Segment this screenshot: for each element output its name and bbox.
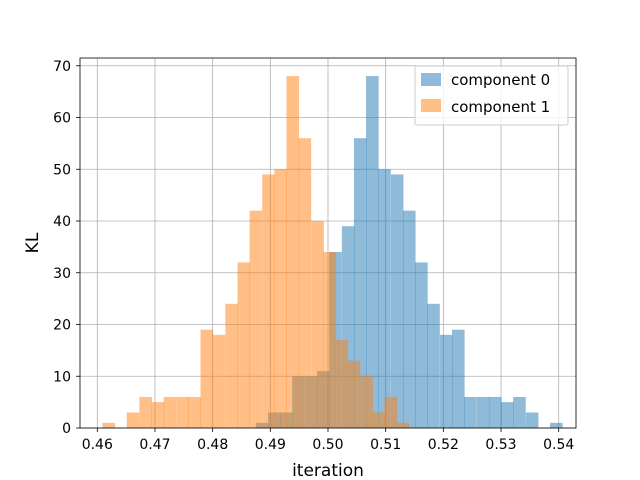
histogram-bar <box>200 329 214 428</box>
x-tick-label: 0.49 <box>255 437 286 453</box>
histogram-bar <box>372 412 385 428</box>
series-component-1 <box>102 76 410 429</box>
histogram-bar <box>525 412 539 428</box>
histogram-bar <box>347 360 361 428</box>
histogram-bar <box>360 376 373 428</box>
histogram-bar <box>452 329 465 428</box>
histogram-bar <box>139 396 152 428</box>
histogram-bar <box>323 252 336 428</box>
x-tick-label: 0.47 <box>139 437 170 453</box>
histogram-bar <box>225 303 238 428</box>
y-tick-label: 40 <box>53 214 71 230</box>
histogram-bar <box>366 76 379 429</box>
histogram-bar <box>311 221 324 428</box>
legend: component 0 component 1 <box>414 65 569 126</box>
legend-swatch-component-1 <box>421 99 441 112</box>
histogram-bar <box>249 210 263 428</box>
histogram-bar <box>384 396 398 428</box>
histogram-bar <box>188 396 202 428</box>
x-tick-label: 0.52 <box>428 437 459 453</box>
y-tick-label: 50 <box>53 162 71 178</box>
histogram-bar <box>439 334 453 428</box>
histogram-bar <box>396 422 410 428</box>
y-tick-label: 60 <box>53 111 71 127</box>
histogram-bar <box>102 422 116 428</box>
y-tick-label: 20 <box>53 318 71 334</box>
histogram-bar <box>513 396 526 428</box>
x-axis-label: iteration <box>292 461 364 480</box>
y-tick-label: 30 <box>53 266 71 282</box>
histogram-bar <box>237 262 251 428</box>
histogram-bar <box>212 334 226 428</box>
x-tick-label: 0.51 <box>370 437 401 453</box>
y-tick-label: 70 <box>53 59 71 75</box>
x-tick-label: 0.46 <box>82 437 113 453</box>
histogram-bar <box>335 340 349 428</box>
histogram-bar <box>402 210 416 428</box>
histogram-bar <box>378 169 391 429</box>
histogram-bar <box>415 262 428 428</box>
y-axis-label: KL <box>23 232 43 253</box>
histogram-bar <box>464 396 477 428</box>
histogram-bar <box>550 422 563 428</box>
legend-label-component-1: component 1 <box>451 98 550 116</box>
y-tick-label: 0 <box>62 421 71 437</box>
histogram-bar <box>286 76 300 429</box>
ticks: 0.46 0.47 0.48 0.49 0.50 0.51 0.52 0.53 0.54 0 10 2… <box>53 59 574 453</box>
histogram-bar <box>163 396 177 428</box>
histogram-bar <box>488 396 502 428</box>
x-tick-label: 0.53 <box>485 437 516 453</box>
histogram-bar <box>262 174 275 428</box>
legend-swatch-component-0 <box>421 73 441 86</box>
x-tick-label: 0.54 <box>543 437 574 453</box>
histogram-bar <box>501 402 514 428</box>
histogram-bars <box>102 76 563 429</box>
legend-label-component-0: component 0 <box>451 71 550 89</box>
y-tick-label: 10 <box>53 369 71 385</box>
x-tick-label: 0.50 <box>312 437 343 453</box>
histogram-bar <box>176 396 189 428</box>
histogram-bar <box>298 138 312 429</box>
histogram-bar <box>390 174 404 428</box>
histogram-bar <box>427 303 440 428</box>
histogram-bar <box>274 169 287 429</box>
histogram-bar <box>353 138 367 429</box>
series-component-0 <box>255 76 563 429</box>
histogram-bar <box>126 412 140 428</box>
legend-frame <box>414 65 569 126</box>
histogram-bar <box>255 422 269 428</box>
histogram-bar <box>151 402 165 428</box>
histogram-bar <box>476 396 490 428</box>
x-tick-label: 0.48 <box>197 437 228 453</box>
